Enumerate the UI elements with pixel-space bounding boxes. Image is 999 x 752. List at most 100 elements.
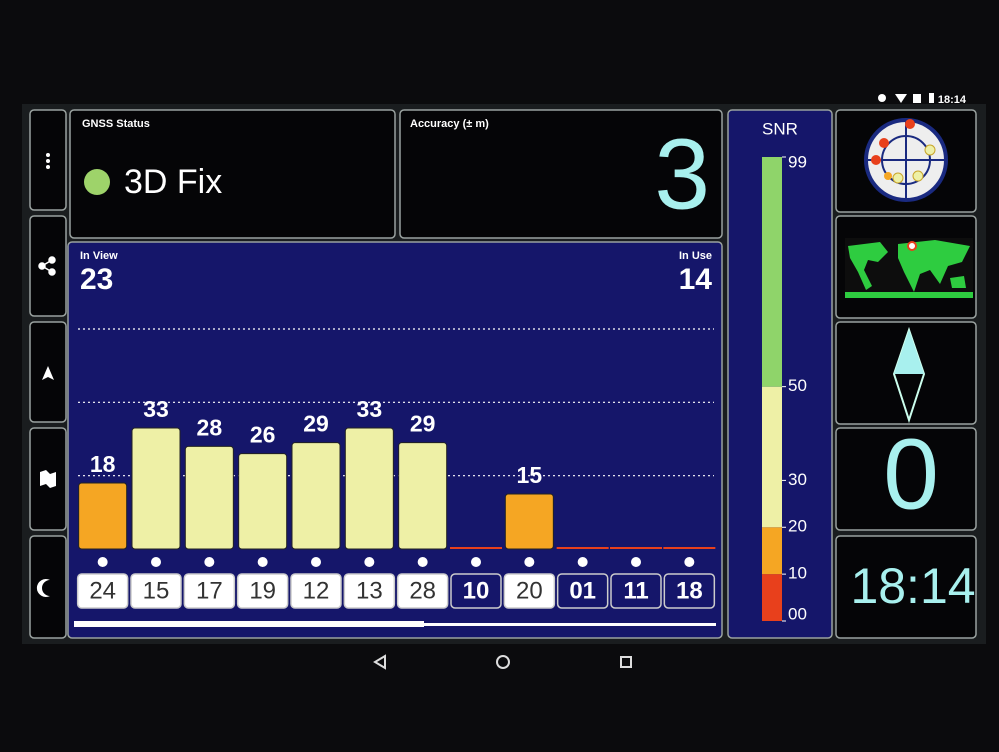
- clock-time: 18:14: [850, 558, 975, 614]
- bar-label: 28: [197, 414, 223, 440]
- in-use-label: In Use: [679, 250, 712, 262]
- nav-home[interactable]: [496, 655, 510, 669]
- satellite-box[interactable]: [183, 573, 236, 609]
- snr-scale: 00 10 20 30 50 99: [762, 152, 807, 623]
- satellite-dot: [257, 557, 268, 567]
- navigate-icon: [42, 366, 54, 380]
- snr-chart: 18 24 33 15 28 17 26 19 29 12 33 13 29 28 10 15 20 01 11 18: [76, 328, 716, 609]
- bar-label: 29: [303, 411, 329, 437]
- compass-north: [894, 330, 924, 374]
- satellite-box[interactable]: [396, 573, 449, 609]
- in-use-value: 14: [679, 263, 713, 296]
- satellite-id: 20: [516, 577, 543, 604]
- snr-tick-label: 20: [788, 517, 807, 536]
- bar-label: 29: [410, 411, 436, 437]
- satellite-id: 10: [463, 577, 490, 604]
- snr-bar: [238, 453, 288, 550]
- satellite-id: 13: [356, 577, 383, 604]
- snr-tick-label: 10: [788, 564, 807, 583]
- satellite-box[interactable]: [503, 573, 556, 609]
- satellite-box[interactable]: [130, 573, 182, 609]
- fix-status: 3D Fix: [124, 163, 222, 201]
- empty-bar: [556, 547, 609, 549]
- accuracy-value: 3: [654, 118, 710, 230]
- in-view-value: 23: [80, 263, 113, 296]
- snr-band: [762, 157, 782, 387]
- snr-bar: [131, 427, 181, 550]
- gnss-status-title: GNSS Status: [82, 118, 150, 130]
- clock-tile: [835, 535, 977, 639]
- satellite-id: 19: [249, 577, 276, 604]
- satellite-box[interactable]: [236, 573, 289, 609]
- nav-recents[interactable]: [620, 656, 632, 668]
- accuracy-title: Accuracy (± m): [410, 118, 489, 130]
- snr-band: [762, 574, 782, 621]
- bar-label: 15: [517, 462, 543, 488]
- world-map-icon: [845, 238, 973, 298]
- satellite-id: 18: [676, 577, 703, 604]
- snr-tick-label: 99: [788, 152, 807, 171]
- snr-bar: [344, 427, 394, 550]
- satellite-box[interactable]: [343, 573, 396, 609]
- map-icon: [40, 470, 56, 488]
- side-buttons: [29, 109, 67, 639]
- snr-band: [762, 527, 782, 575]
- snr-tick-label: 30: [788, 470, 807, 489]
- satellite-dot: [364, 557, 375, 567]
- status-time: 18:14: [938, 94, 967, 106]
- satellite-dot: [577, 557, 588, 567]
- bearing-tile: [835, 427, 977, 531]
- night-button[interactable]: [29, 535, 67, 639]
- satellite-box[interactable]: [663, 573, 716, 609]
- share-button[interactable]: [29, 215, 67, 317]
- satellite-box[interactable]: [450, 573, 502, 609]
- scroll-thumb[interactable]: [74, 621, 424, 627]
- night-icon: [36, 578, 50, 597]
- snr-band: [762, 386, 782, 528]
- satellite-dot: [97, 557, 108, 567]
- satellite-dot: [684, 557, 695, 567]
- satellite-box[interactable]: [610, 573, 662, 609]
- satellite-box[interactable]: [76, 573, 129, 609]
- satellite-id: 28: [409, 577, 436, 604]
- snr-bar: [78, 482, 128, 550]
- satellite-id: 15: [143, 577, 170, 604]
- empty-bar: [663, 547, 716, 549]
- radar-icon: [864, 118, 948, 202]
- satellite-id: 17: [196, 577, 223, 604]
- satellite-dot: [417, 557, 428, 567]
- in-view-label: In View: [80, 250, 118, 262]
- satellite-id: 24: [89, 577, 116, 604]
- satellite-dot: [631, 557, 641, 567]
- satellite-dot: [151, 557, 161, 567]
- gnss-status-panel: [69, 109, 396, 239]
- empty-bar: [450, 547, 502, 549]
- fix-indicator: [84, 169, 110, 195]
- bar-label: 18: [90, 451, 116, 477]
- bar-label: 26: [250, 422, 276, 448]
- share-icon: [38, 256, 56, 276]
- satellite-dot: [471, 557, 481, 567]
- bearing-value: 0: [883, 418, 939, 530]
- menu-icon: [46, 153, 50, 169]
- snr-bar: [291, 442, 341, 550]
- nav-back[interactable]: [373, 654, 386, 670]
- snr-title: SNR: [762, 119, 798, 138]
- snr-bar: [504, 493, 554, 550]
- satellite-dot: [311, 557, 321, 567]
- bar-label: 33: [143, 396, 169, 422]
- satellite-id: 01: [569, 577, 596, 604]
- empty-bar: [610, 547, 662, 549]
- snr-bar: [184, 445, 234, 550]
- satellite-box[interactable]: [290, 573, 342, 609]
- accuracy-panel: [399, 109, 723, 239]
- satellite-dot: [204, 557, 215, 567]
- snr-bar: [398, 442, 448, 550]
- satellite-dot: [524, 557, 535, 567]
- satellite-id: 12: [303, 577, 330, 604]
- snr-tick-label: 00: [788, 604, 807, 623]
- satellite-id: 11: [623, 577, 648, 604]
- status-icons: [878, 93, 934, 103]
- satellite-box[interactable]: [556, 573, 609, 609]
